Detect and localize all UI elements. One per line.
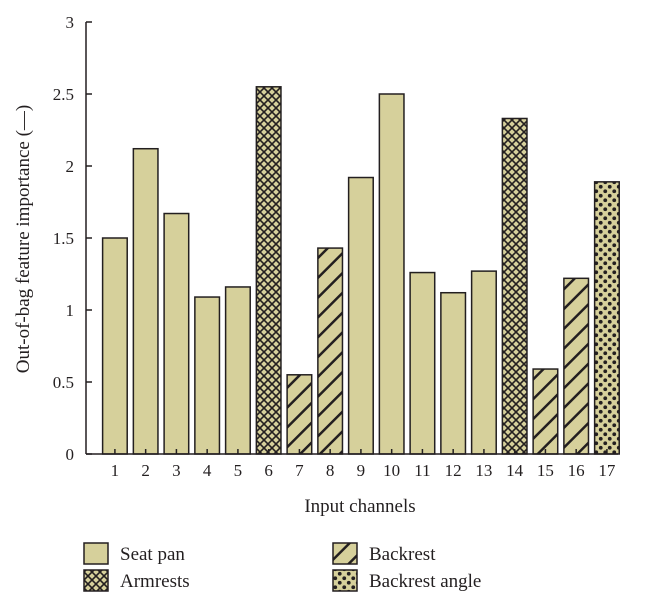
legend-label: Armrests: [120, 571, 190, 592]
bar-8: [317, 247, 344, 455]
y-tick-label: 1.5: [53, 229, 74, 248]
x-tick-label: 4: [203, 461, 212, 480]
x-tick-label: 16: [568, 461, 585, 480]
legend-swatch: [332, 542, 358, 565]
legend-label: Seat pan: [120, 544, 185, 565]
y-tick-label: 1: [66, 301, 75, 320]
y-tick-label: 0.5: [53, 373, 74, 392]
bar-10: [378, 93, 405, 455]
legend: Seat pan Backrest Armrests Backrest angle: [83, 542, 481, 592]
legend-label: Backrest angle: [369, 571, 481, 592]
legend-item-backrest: Backrest: [332, 542, 436, 565]
bar-6: [255, 86, 282, 455]
x-tick-label: 17: [598, 461, 616, 480]
bar-3: [163, 212, 190, 455]
x-tick-label: 10: [383, 461, 400, 480]
y-axis-ticks: 0 0.5 1 1.5 2 2.5 3: [53, 13, 92, 464]
bar-11: [409, 271, 436, 455]
x-tick-label: 15: [537, 461, 554, 480]
bar-16: [563, 277, 590, 455]
bar-7: [286, 374, 313, 455]
x-tick-label: 13: [475, 461, 492, 480]
legend-swatch: [83, 542, 109, 565]
x-axis-ticks: 1 2 3 4 5 6 7 8 9 10 11 12 13 14 15 16 17: [111, 449, 616, 480]
x-tick-label: 11: [414, 461, 430, 480]
bar-14: [501, 117, 528, 455]
bar-4: [194, 296, 221, 455]
legend-swatch: [83, 569, 109, 592]
legend-item-seat-pan: Seat pan: [83, 542, 185, 565]
bar-1: [101, 237, 128, 455]
bar-15: [532, 368, 559, 455]
x-tick-label: 8: [326, 461, 335, 480]
x-tick-label: 3: [172, 461, 181, 480]
bar-17: [593, 181, 620, 455]
x-tick-label: 2: [141, 461, 150, 480]
x-tick-label: 1: [111, 461, 120, 480]
x-tick-label: 12: [445, 461, 462, 480]
x-tick-label: 5: [234, 461, 243, 480]
legend-item-backrest-angle: Backrest angle: [332, 569, 481, 592]
bar-5: [224, 286, 251, 455]
bar-2: [132, 147, 159, 455]
legend-label: Backrest: [369, 544, 436, 565]
bar-13: [470, 270, 497, 455]
x-axis-title: Input channels: [304, 496, 415, 517]
legend-item-armrests: Armrests: [83, 569, 190, 592]
x-tick-label: 9: [357, 461, 366, 480]
y-tick-label: 0: [66, 445, 75, 464]
bar-9: [347, 176, 374, 455]
x-tick-label: 14: [506, 461, 524, 480]
y-tick-label: 2: [66, 157, 75, 176]
y-tick-label: 3: [66, 13, 75, 32]
legend-swatch: [332, 569, 358, 592]
y-tick-label: 2.5: [53, 85, 74, 104]
x-tick-label: 7: [295, 461, 304, 480]
bar-12: [440, 291, 467, 455]
bars-group: [101, 86, 620, 455]
x-tick-label: 6: [264, 461, 273, 480]
y-axis-title: Out-of-bag feature importance (—): [13, 105, 34, 374]
